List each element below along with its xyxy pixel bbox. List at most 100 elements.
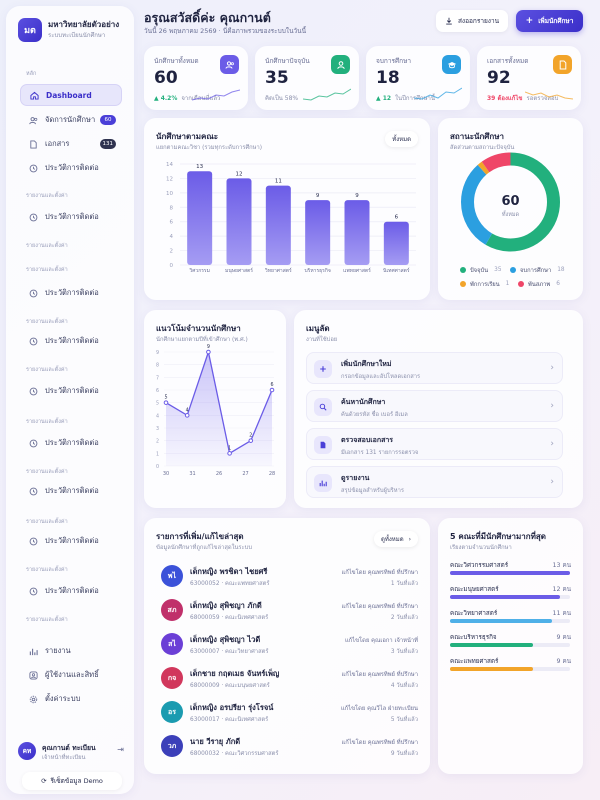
edited-by: แก้ไขโดย คุณพรทิพย์ ที่ปรึกษา (341, 740, 418, 746)
sidebar-item-history[interactable]: ประวัติการติดต่อ (20, 580, 122, 602)
student-name: เด็กหญิง สุพิชญา ภักดี (190, 601, 262, 610)
sidebar-section-label: รายงานและตั้งค่า (26, 617, 68, 623)
add-student-button[interactable]: + เพิ่มนักศึกษา (516, 10, 583, 32)
export-report-button[interactable]: ส่งออกรายงาน (436, 10, 508, 32)
x-tick-label: แพทยศาสตร์ (343, 267, 371, 274)
y-tick-label: 5 (156, 401, 159, 407)
data-point (269, 387, 275, 393)
sidebar-item-users-permissions[interactable]: ผู้ใช้งานและสิทธิ์ (20, 664, 122, 686)
sidebar-item-documents[interactable]: เอกสาร 131 (20, 133, 122, 155)
kpi-title: เอกสารทั้งหมด (487, 57, 529, 65)
sidebar-item-history[interactable]: ประวัติการติดต่อ (20, 530, 122, 552)
user-name: คุณกานต์ ทะเบียน (42, 744, 96, 752)
sidebar-item-label: ประวัติการติดต่อ (45, 336, 99, 345)
recent-card-title: รายการที่เพิ่ม/แก้ไขล่าสุด (156, 532, 244, 541)
edited-time: 4 วันที่แล้ว (390, 683, 418, 689)
recent-row[interactable]: วภ นาย วีรายุ ภักดี 68000032 · คณะวิศวกรรม… (156, 732, 418, 764)
brand-logo: มต (18, 18, 42, 42)
sidebar-section-label: รายงานและตั้งค่า (26, 367, 68, 373)
shortcut-description: มีเอกสาร 131 รายการรอตรวจ (341, 450, 419, 456)
edited-time: 2 วันที่แล้ว (390, 615, 418, 621)
shortcut-item[interactable]: เพิ่มนักศึกษาใหม่ กรอกข้อมูลและอัปโหลดเอก… (306, 352, 563, 384)
bar-filter-all-button[interactable]: ทั้งหมด (385, 131, 418, 147)
sidebar-item-history[interactable]: ประวัติการติดต่อ (20, 380, 122, 402)
recent-row[interactable]: กจ เด็กชาย กฤตเมธ จันทร์เพ็ญ 68000009 · คณ… (156, 664, 418, 696)
logout-icon[interactable]: ⇥ (117, 745, 124, 754)
home-icon (29, 90, 39, 100)
kpi-delta: 39 ต้องแก้ไข (487, 95, 523, 102)
shortcut-description: สรุปข้อมูลสำหรับผู้บริหาร (341, 488, 404, 494)
history-icon (28, 212, 38, 222)
sidebar-item-label: ประวัติการติดต่อ (45, 212, 99, 221)
kpi-title: นักศึกษาทั้งหมด (154, 57, 199, 65)
sparkline (525, 91, 573, 100)
recent-row[interactable]: พไ เด็กหญิง พรชิดา ไชยศรี 63000052 · คณะแพ… (156, 562, 418, 594)
sidebar-item-students[interactable]: จัดการนักศึกษา 60 (20, 109, 122, 131)
sidebar: มต มหาวิทยาลัยตัวอย่าง ระบบทะเบียนนักศึก… (6, 6, 134, 794)
chevron-right-icon: › (550, 401, 554, 411)
bar-value-label: 9 (355, 193, 359, 199)
x-tick-label: 28 (269, 471, 275, 477)
sparkline (192, 89, 240, 101)
faculty-count: 13 คน (552, 562, 571, 569)
legend-label: พักการเรียน (470, 282, 500, 288)
sidebar-item-reports[interactable]: รายงาน (20, 640, 122, 662)
kpi-subtext: คิดเป็น 58% (265, 93, 298, 103)
sidebar-item-history[interactable]: ประวัติการติดต่อ (20, 282, 122, 304)
shortcut-item[interactable]: ดูรายงาน สรุปข้อมูลสำหรับผู้บริหาร › (306, 466, 563, 498)
kpi-value: 92 (487, 68, 511, 88)
recent-row[interactable]: สภ เด็กหญิง สุพิชญา ภักดี 68000059 · คณะนิ… (156, 596, 418, 628)
kpi-value: 18 (376, 68, 400, 88)
student-id-faculty: 63000052 · คณะแพทยศาสตร์ (190, 581, 270, 587)
shortcut-title: ดูรายงาน (341, 474, 370, 482)
faculty-name: คณะแพทยศาสตร์ (450, 658, 499, 665)
sidebar-item-settings[interactable]: ตั้งค่าระบบ (20, 688, 122, 710)
sidebar-item-label: ประวัติการติดต่อ (45, 386, 99, 395)
bar (344, 200, 370, 265)
sidebar-item-history[interactable]: ประวัติการติดต่อ (20, 330, 122, 352)
student-id-faculty: 63000007 · คณะวิทยาศาสตร์ (190, 649, 269, 655)
view-all-button[interactable]: ดูทั้งหมด › (374, 531, 418, 547)
sidebar-section-label: รายงานและตั้งค่า (26, 267, 68, 273)
y-tick-label: 0 (170, 263, 174, 269)
reset-demo-button[interactable]: ⟳ รีเซ็ตข้อมูล Demo (22, 772, 122, 790)
history-icon (28, 536, 38, 546)
user-icon (331, 55, 350, 74)
donut-card-title: สถานะนักศึกษา (450, 132, 504, 141)
donut-chart (461, 152, 560, 252)
recent-row[interactable]: อร เด็กหญิง อรปรียา รุ่งโรจน์ 63000017 · ค… (156, 698, 418, 730)
avatar: สไ (161, 633, 183, 655)
history-icon (28, 163, 38, 173)
faculty-progress-fill (450, 571, 570, 575)
x-tick-label: บริหารธุรกิจ (304, 267, 330, 274)
faculty-progress-fill (450, 619, 552, 623)
shortcut-item[interactable]: ค้นหานักศึกษา ค้นด้วยรหัส ชื่อ เบอร์ อีเม… (306, 390, 563, 422)
sidebar-item-history[interactable]: ประวัติการติดต่อ (20, 480, 122, 502)
faculty-progress-fill (450, 667, 533, 671)
history-icon (28, 438, 38, 448)
plus-icon (314, 360, 332, 378)
student-name: นาย วีรายุ ภักดี (190, 737, 241, 746)
legend-label: จบการศึกษา (520, 268, 552, 274)
users-icon (28, 115, 38, 125)
recent-row[interactable]: สไ เด็กหญิง สุพิชญา ไวดี 63000007 · คณะวิท… (156, 630, 418, 662)
reset-demo-label: รีเซ็ตข้อมูล Demo (50, 777, 103, 785)
point-label: 1 (228, 445, 231, 451)
shortcut-item[interactable]: ตรวจสอบเอกสาร มีเอกสาร 131 รายการรอตรวจ › (306, 428, 563, 460)
sidebar-item-history[interactable]: ประวัติการติดต่อ (20, 206, 122, 228)
sidebar-item-history[interactable]: ประวัติการติดต่อ (20, 432, 122, 454)
sidebar-section-label: รายงานและตั้งค่า (26, 519, 68, 525)
faculty-name: คณะบริหารธุรกิจ (450, 634, 497, 641)
kpi-value: 35 (265, 68, 289, 88)
document-icon (314, 436, 332, 454)
gear-icon (28, 694, 38, 704)
sidebar-item-dashboard[interactable]: Dashboard (20, 84, 122, 106)
y-tick-label: 10 (166, 191, 173, 197)
legend-count: 1 (505, 281, 510, 287)
x-tick-label: 30 (163, 471, 169, 477)
faculty-progress-fill (450, 595, 561, 599)
sidebar-item-history[interactable]: ประวัติการติดต่อ (20, 157, 122, 179)
student-name: เด็กหญิง อรปรียา รุ่งโรจน์ (190, 703, 274, 712)
sidebar-section-label: รายงานและตั้งค่า (26, 319, 68, 325)
data-point (227, 451, 232, 456)
